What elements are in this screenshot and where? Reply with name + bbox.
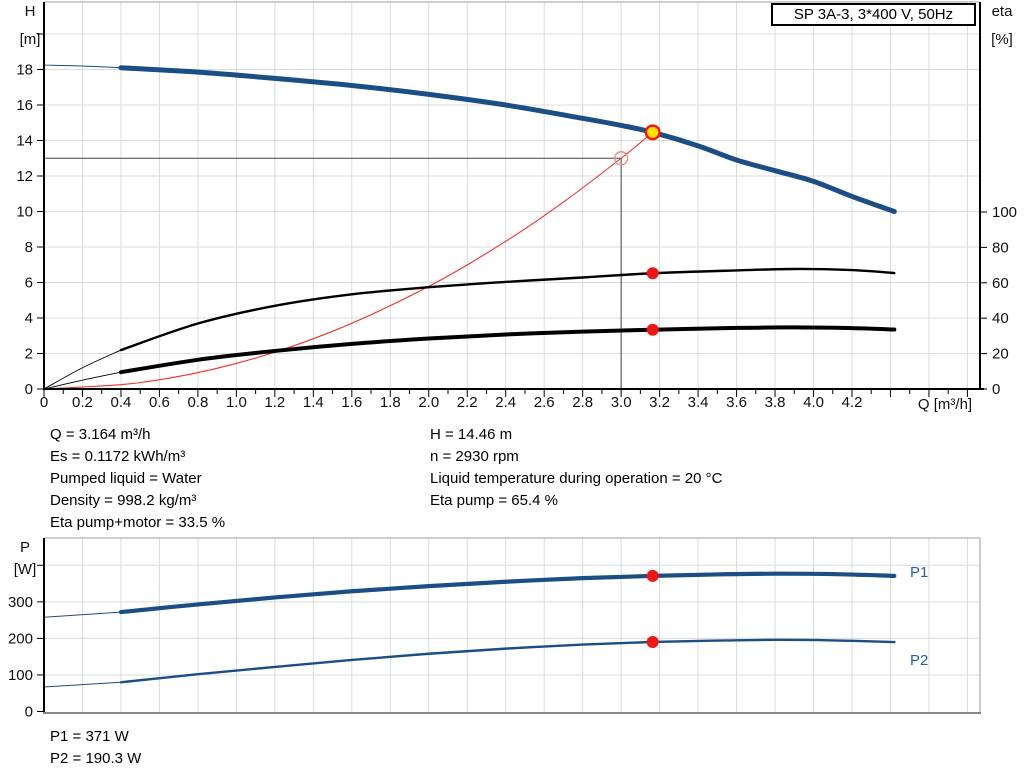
curve-p1 [118,571,897,615]
svg-text:12: 12 [16,168,33,185]
system-curve [43,131,654,390]
hq-eta-chart-canvas[interactable]: 0 0.2 0.4 0.6 0.8 1.0 1.2 1.4 1.6 1.8 2.0 2.2 2.4 2.6… [0,0,1024,420]
eta-operating-dot-2[interactable] [646,323,659,336]
curves [43,571,897,688]
svg-text:3.8: 3.8 [765,394,786,411]
svg-text:200: 200 [8,630,33,647]
svg-text:18: 18 [16,62,33,79]
p1-series-label: P1 [910,564,928,581]
curve-h [118,65,897,214]
curve-p2 [119,638,896,684]
result-p1: P1 = 371 W [50,728,129,745]
info-right-column: H = 14.46 m n = 2930 rpm Liquid temperat… [430,424,722,512]
svg-text:8: 8 [25,239,33,256]
svg-text:0.6: 0.6 [149,394,170,411]
svg-text:2.2: 2.2 [457,394,478,411]
power-chart-canvas[interactable]: 0 100 200 300 P [W] P1 P2 [0,535,1024,727]
svg-text:16: 16 [16,97,33,114]
eta-operating-dot-1[interactable] [646,267,659,280]
crosshair-lines [44,157,622,389]
info-liquid: Pumped liquid = Water [50,470,202,487]
svg-text:4.2: 4.2 [842,394,863,411]
info-temperature: Liquid temperature during operation = 20… [430,470,723,487]
chart-title-text: SP 3A-3, 3*400 V, 50Hz [793,6,954,23]
duty-point-marker[interactable] [644,124,661,141]
grid-lines [44,537,981,713]
svg-text:0.4: 0.4 [111,394,132,411]
curve-p2-thin [43,681,122,688]
info-n: n = 2930 rpm [430,448,519,465]
operating-point-markers[interactable] [646,569,659,648]
axes [43,538,981,714]
tick-marks-and-labels: 0 0.2 0.4 0.6 0.8 1.0 1.2 1.4 1.6 1.8 2.0 2.2 2.4 2.6… [16,33,1017,411]
svg-text:20: 20 [992,346,1009,363]
left-axis-title: P [20,539,30,556]
svg-text:4: 4 [25,310,33,327]
svg-text:80: 80 [992,239,1009,256]
power-operating-dot-p2[interactable] [646,635,659,648]
curve-h-thin [43,64,122,69]
power-results: P1 = 371 W P2 = 190.3 W [50,726,141,770]
svg-text:100: 100 [992,204,1017,221]
curve-p1-thin [43,611,122,618]
curve-eta-pump-motor-thin [43,371,122,390]
chart-title-box: SP 3A-3, 3*400 V, 50Hz [771,3,976,26]
left-axis-title: H [25,3,36,20]
info-eta-pump-motor: Eta pump+motor = 33.5 % [50,514,226,531]
curve-eta-pump-thin [43,349,122,390]
svg-text:2.6: 2.6 [534,394,555,411]
info-es: Es = 0.1172 kWh/m³ [50,448,186,465]
svg-text:4.0: 4.0 [803,394,824,411]
svg-text:1.6: 1.6 [341,394,362,411]
right-axis-unit: [%] [991,31,1013,48]
svg-text:0: 0 [40,394,48,411]
svg-text:300: 300 [8,594,33,611]
left-axis-unit: [m] [20,31,41,48]
tick-marks-and-labels: 0 100 200 300 [8,564,44,721]
svg-text:6: 6 [25,275,33,292]
svg-text:2: 2 [25,346,33,363]
svg-text:0.8: 0.8 [187,394,208,411]
svg-text:1.2: 1.2 [264,394,285,411]
curve-eta-pump [119,267,896,352]
result-p2: P2 = 190.3 W [50,750,142,767]
requested-duty-point-marker[interactable] [613,151,629,166]
svg-text:1.0: 1.0 [226,394,247,411]
grid-lines [44,1,980,389]
info-density: Density = 998.2 kg/m³ [50,492,197,509]
svg-text:3.0: 3.0 [611,394,632,411]
svg-text:60: 60 [992,275,1009,292]
svg-text:3.2: 3.2 [649,394,670,411]
x-axis-title: Q [m³/h] [918,396,972,413]
svg-text:2.8: 2.8 [572,394,593,411]
svg-text:40: 40 [992,310,1009,327]
svg-text:1.8: 1.8 [380,394,401,411]
svg-text:3.6: 3.6 [726,394,747,411]
info-q: Q = 3.164 m³/h [50,426,151,443]
svg-text:3.4: 3.4 [688,394,709,411]
power-operating-dot-p1[interactable] [646,569,659,582]
svg-text:2.4: 2.4 [495,394,516,411]
axes [43,2,984,390]
info-left-column: Q = 3.164 m³/h Es = 0.1172 kWh/m³ Pumped… [50,424,225,534]
svg-text:2.0: 2.0 [418,394,439,411]
curve-eta-pump-motor [118,325,897,375]
svg-text:0: 0 [992,381,1000,398]
info-eta-pump: Eta pump = 65.4 % [430,492,558,509]
svg-text:100: 100 [8,667,33,684]
p2-series-label: P2 [910,652,928,669]
svg-text:10: 10 [16,204,33,221]
info-h: H = 14.46 m [430,426,513,443]
svg-text:0: 0 [25,704,33,721]
curves [43,64,897,390]
svg-text:0: 0 [25,381,33,398]
svg-text:0.2: 0.2 [72,394,93,411]
svg-text:1.4: 1.4 [303,394,324,411]
svg-text:14: 14 [16,133,33,150]
right-axis-title: eta [992,3,1014,20]
operating-point-markers[interactable] [613,124,661,336]
left-axis-unit: [W] [14,561,37,578]
